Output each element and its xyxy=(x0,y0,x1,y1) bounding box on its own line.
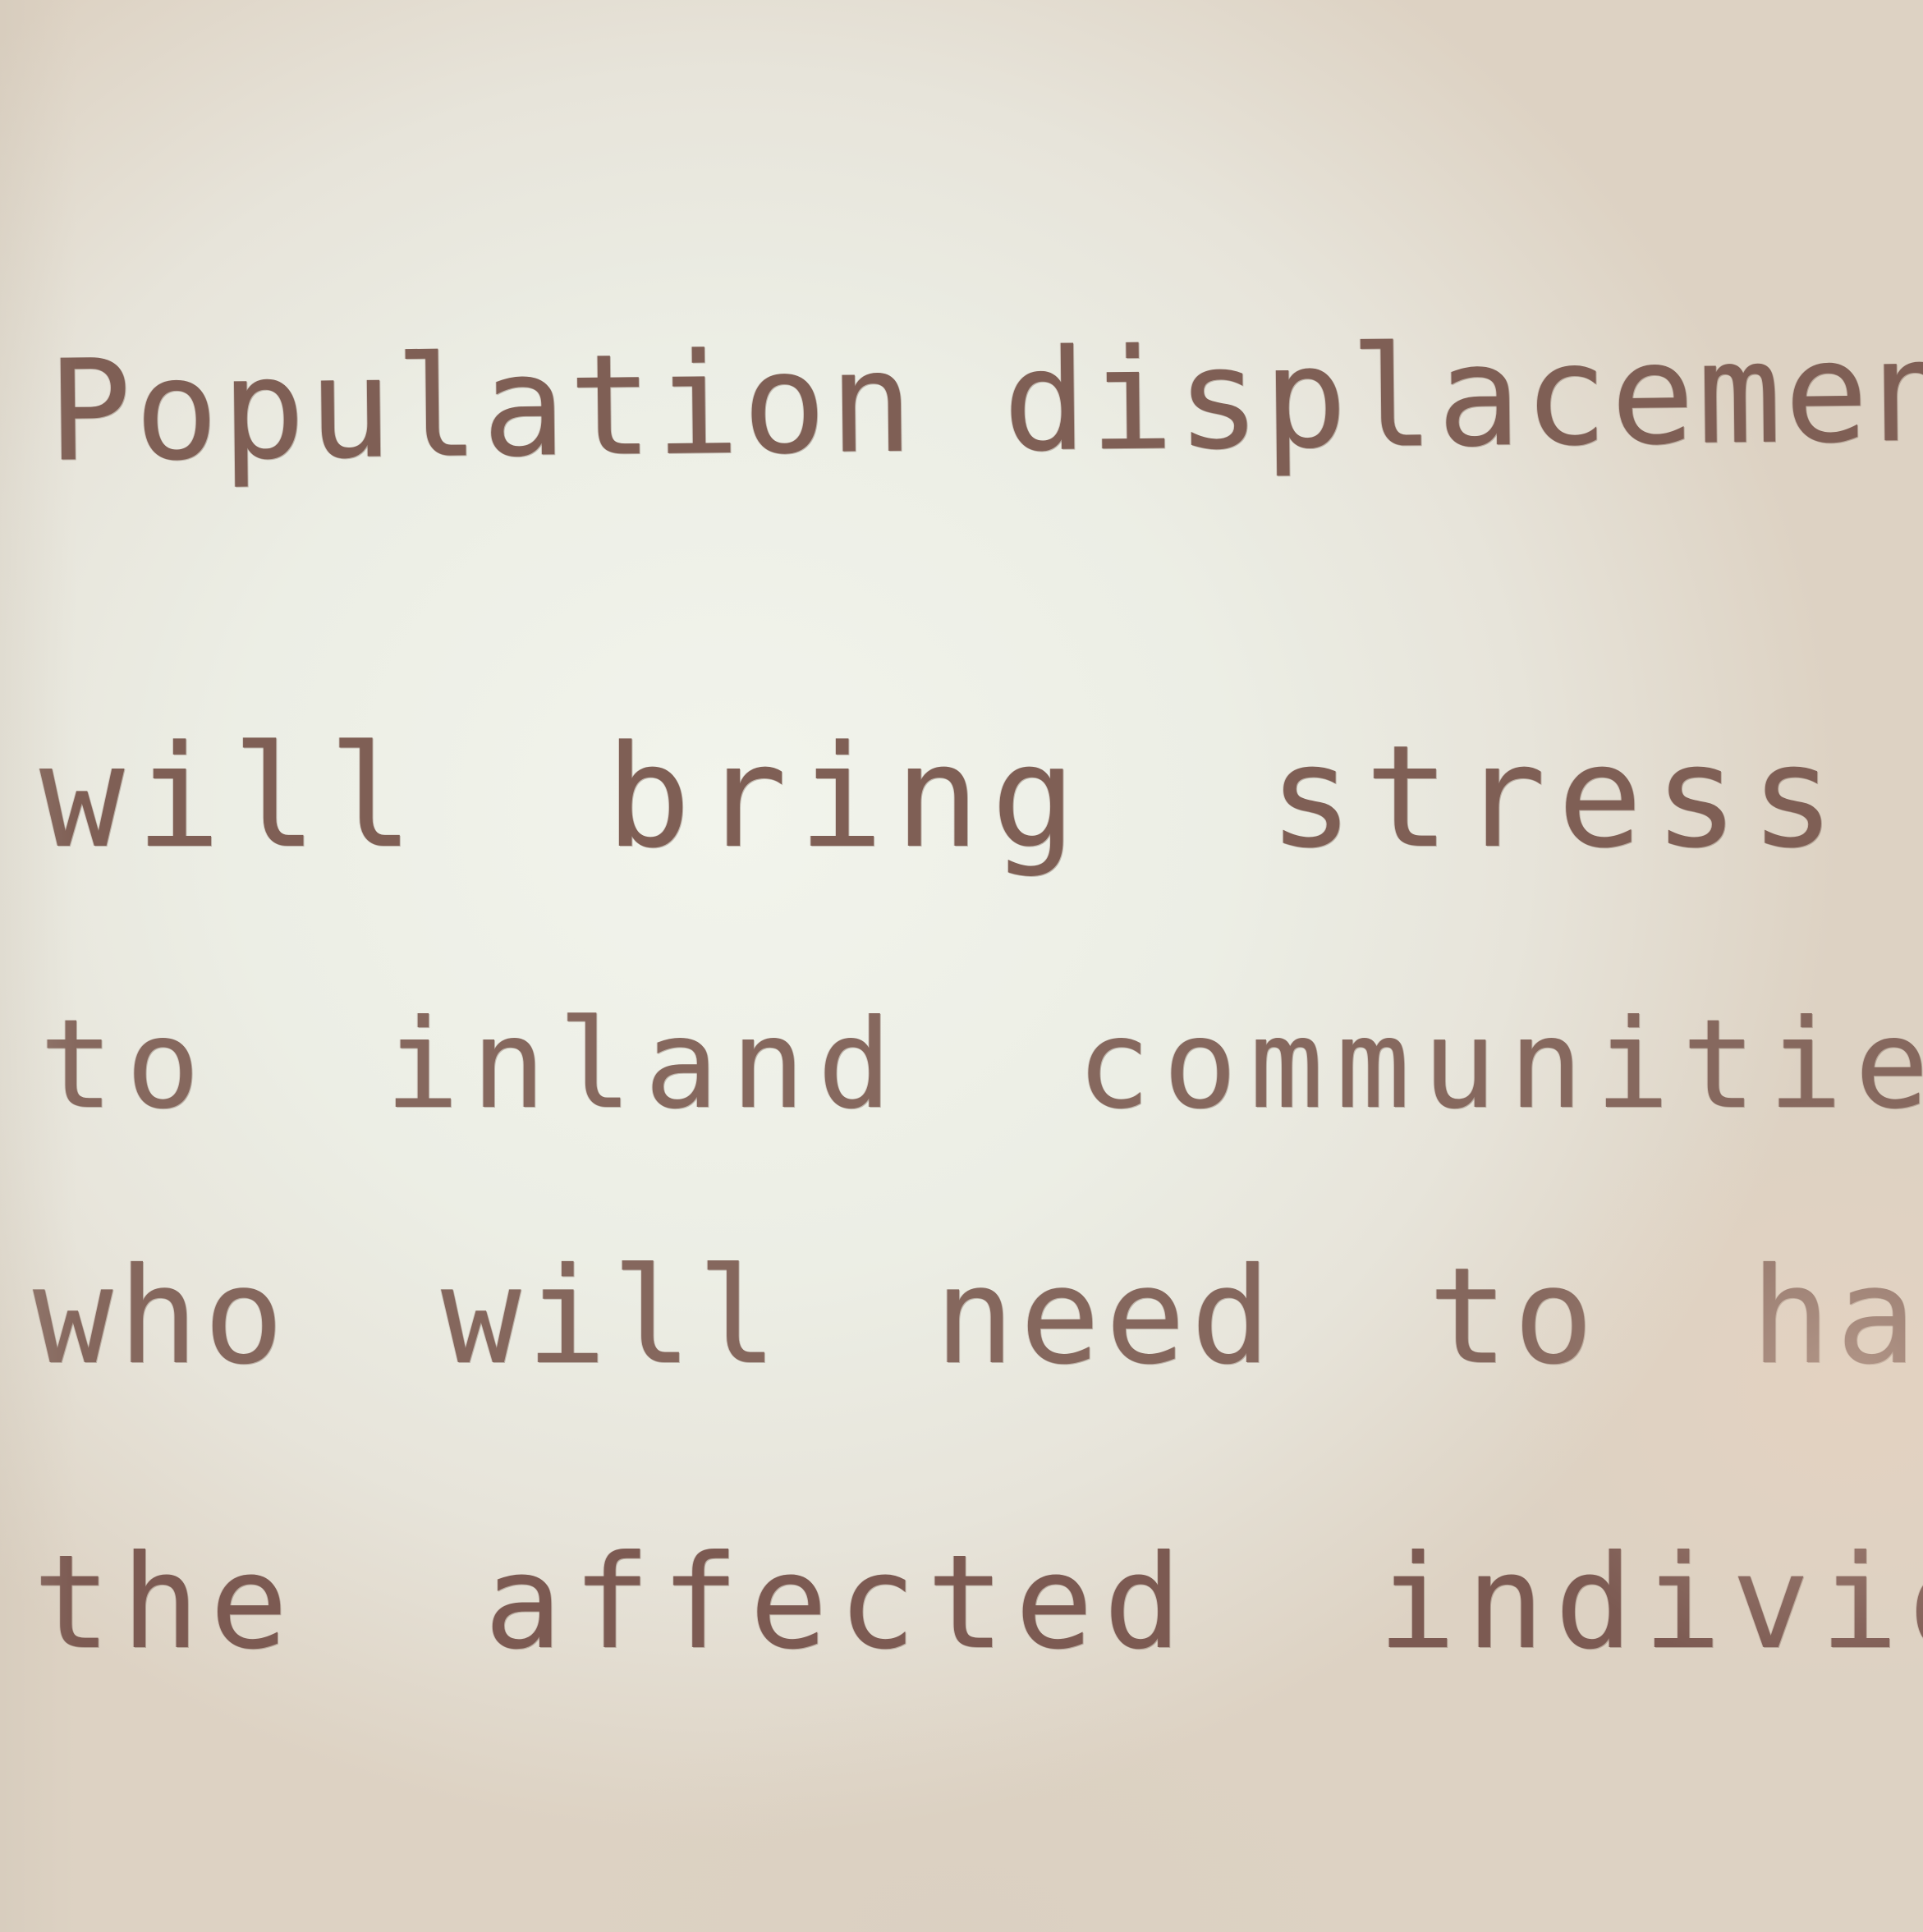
note-line-4: who will need to harbor xyxy=(33,1240,1923,1394)
note-line-3: to inland communities xyxy=(39,994,1923,1136)
note-line-1: Population displacement xyxy=(47,310,1923,493)
note-line-2: will bring stress xyxy=(39,714,1847,879)
note-line-5: the affected individuals xyxy=(33,1527,1923,1678)
